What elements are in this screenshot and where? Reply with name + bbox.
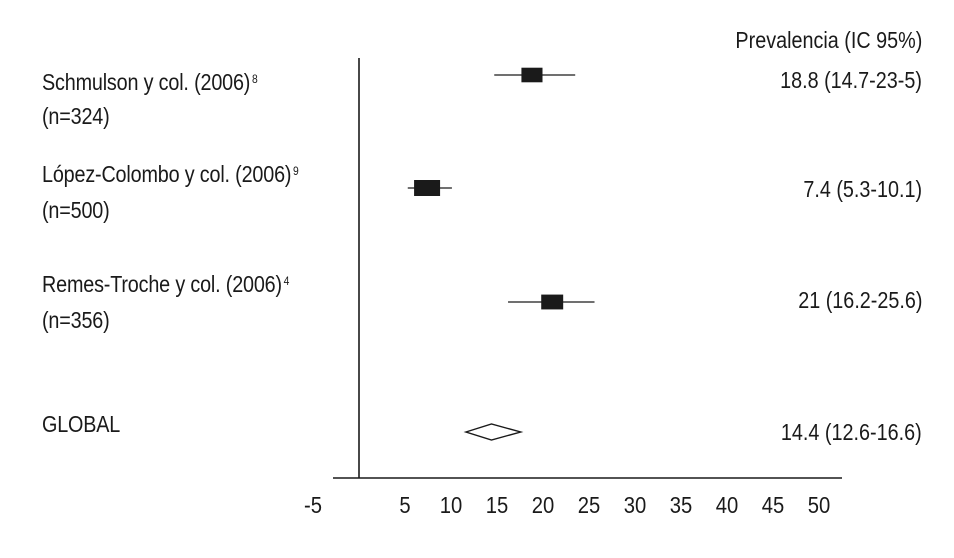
study-point-box-3	[541, 294, 564, 310]
x-tick-label-5: 25	[578, 492, 601, 519]
study-point-box-2	[414, 180, 441, 196]
study-name-3: Remes-Troche y col. (2006) 4	[42, 271, 290, 297]
x-tick-label-9: 45	[762, 492, 785, 519]
x-tick-label-4: 20	[532, 492, 555, 519]
x-tick-label-10: 50	[808, 492, 831, 519]
overall-diamond	[463, 423, 524, 441]
x-tick-label-8: 40	[716, 492, 739, 519]
study-n-1: (n=324)	[42, 103, 110, 129]
study-estimate-label-2: 7.4 (5.3-10.1)	[803, 176, 922, 202]
x-tick-label-3: 15	[486, 492, 509, 519]
overall-name: GLOBAL	[42, 411, 121, 437]
study-estimate-label-1: 18.8 (14.7-23-5)	[780, 67, 922, 93]
x-tick-label-6: 30	[624, 492, 647, 519]
x-tick-label-7: 35	[670, 492, 693, 519]
column-header: Prevalencia (IC 95%)	[735, 27, 922, 53]
study-point-box-1	[521, 67, 543, 83]
x-tick-label-0: -5	[304, 492, 322, 519]
axis-layer: -5 5 10 15 20 25 30 35 40 45 50	[304, 58, 842, 518]
study-name-1: Schmulson y col. (2006) 8	[42, 69, 258, 95]
study-ref-3: 4	[283, 274, 290, 288]
study-n-2: (n=500)	[42, 197, 110, 223]
x-tick-label-2: 10	[440, 492, 463, 519]
study-n-3: (n=356)	[42, 307, 110, 333]
study-name-2: López-Colombo y col. (2006) 9	[42, 161, 299, 187]
marks-layer	[407, 67, 595, 441]
study-ref-1: 8	[251, 72, 258, 86]
x-tick-label-1: 5	[399, 492, 410, 519]
study-estimate-label-3: 21 (16.2-25.6)	[797, 287, 922, 313]
overall-estimate-label: 14.4 (12.6-16.6)	[781, 419, 922, 445]
study-ref-2: 9	[293, 164, 299, 178]
